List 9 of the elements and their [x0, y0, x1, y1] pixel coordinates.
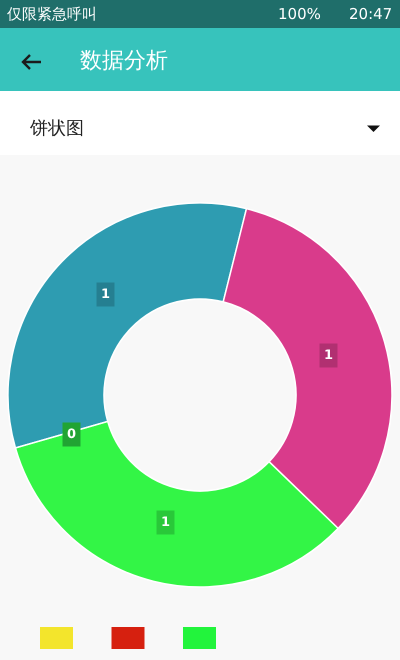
chart-title: 数据分析	[80, 48, 168, 74]
text: 100%	[278, 5, 321, 23]
data-label: 1	[161, 515, 170, 530]
text: 仅限紧急呼叫	[7, 5, 97, 23]
chart-subtitle: 饼状图	[29, 118, 84, 139]
text: 0	[67, 427, 76, 442]
text: 20:47	[349, 5, 392, 23]
data-label: 1	[101, 287, 110, 302]
data-label: 1	[324, 348, 334, 363]
